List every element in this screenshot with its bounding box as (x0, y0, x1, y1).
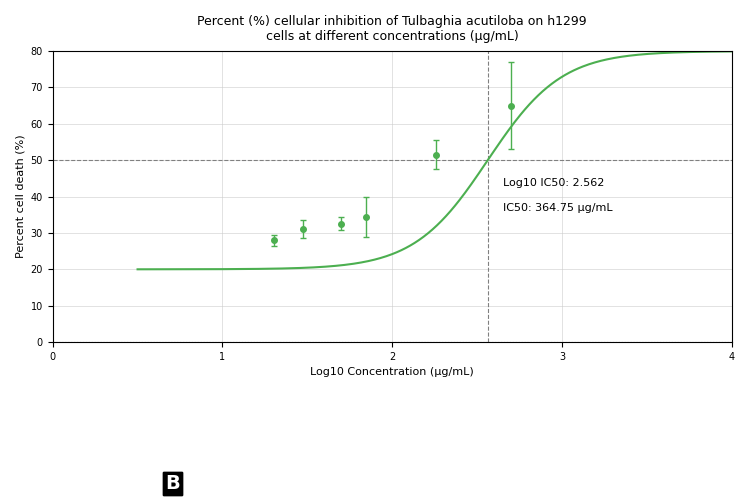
Text: IC50: 364.75 μg/mL: IC50: 364.75 μg/mL (503, 203, 612, 213)
Title: Percent (%) cellular inhibition of Tulbaghia acutiloba on h1299
cells at differe: Percent (%) cellular inhibition of Tulba… (197, 15, 587, 43)
Text: B: B (165, 474, 180, 493)
Text: Log10 IC50: 2.562: Log10 IC50: 2.562 (503, 178, 604, 188)
Legend:  (388, 409, 397, 418)
X-axis label: Log10 Concentration (μg/mL): Log10 Concentration (μg/mL) (310, 367, 474, 377)
Y-axis label: Percent cell death (%): Percent cell death (%) (15, 135, 25, 258)
Text: B: B (165, 474, 180, 493)
